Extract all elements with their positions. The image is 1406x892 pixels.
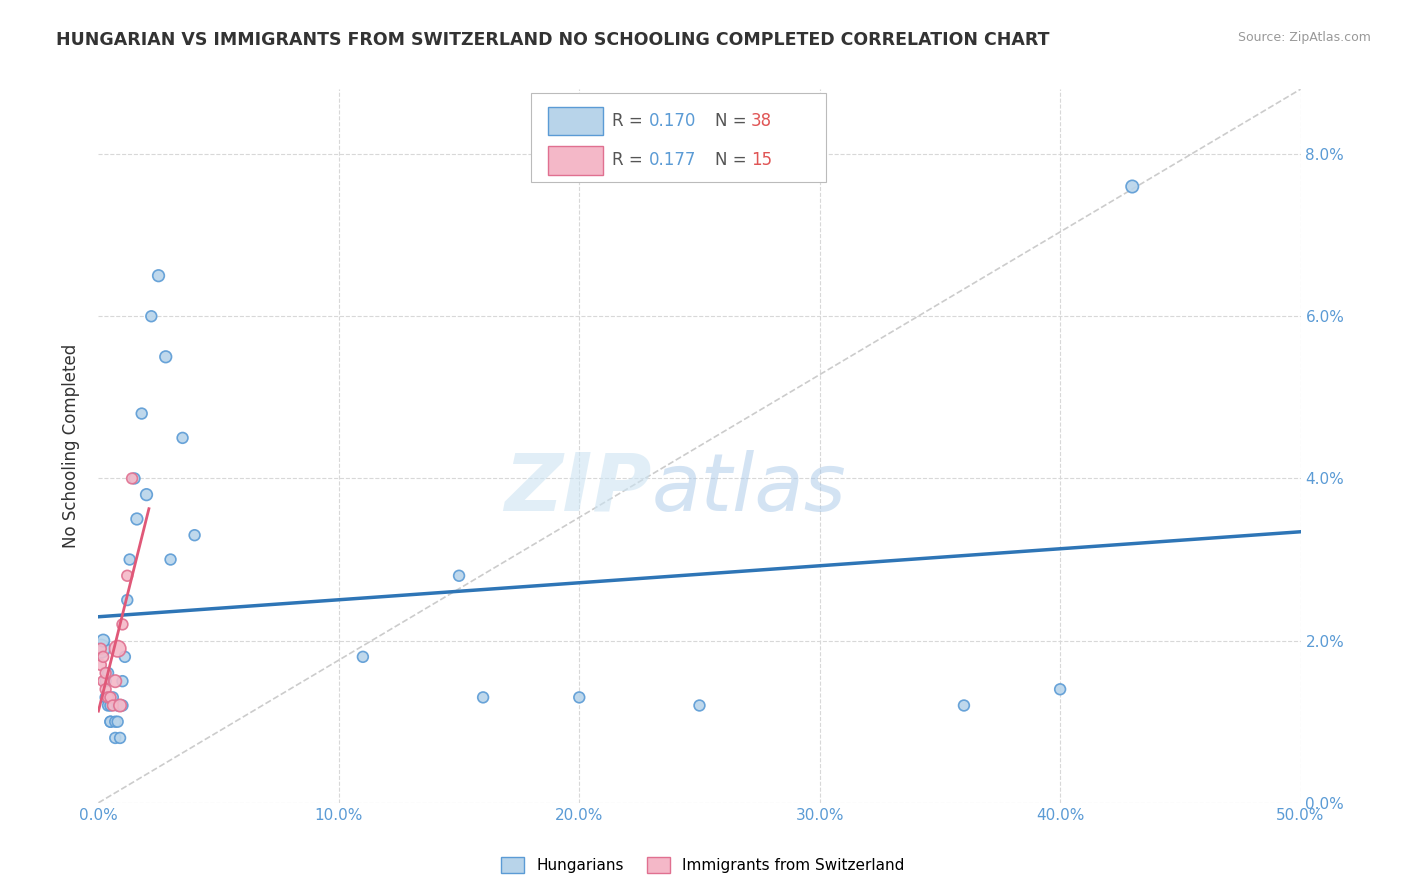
Text: 38: 38 [751,112,772,130]
Point [94,674,117,689]
Point [121,471,143,485]
Point [159,552,181,566]
Point [100,714,122,729]
Point [108,698,131,713]
Text: N =: N = [716,152,752,169]
Text: ZIP: ZIP [503,450,651,528]
Point [94,682,117,697]
Point [131,407,153,421]
Point [91,649,114,664]
Point [90,657,112,672]
Point [1049,682,1071,697]
Legend: Hungarians, Immigrants from Switzerland: Hungarians, Immigrants from Switzerland [495,851,911,879]
Point [953,698,976,713]
Point [91,633,114,648]
Text: 0.177: 0.177 [650,152,696,169]
Text: N =: N = [716,112,752,130]
Point [107,641,129,656]
FancyBboxPatch shape [548,106,603,136]
Point [689,698,711,713]
Point [352,649,374,664]
Point [172,431,194,445]
Point [155,350,177,364]
Point [125,512,148,526]
Text: R =: R = [612,152,648,169]
Point [101,690,124,705]
Point [111,698,134,713]
Point [472,690,495,705]
Point [104,674,127,689]
Point [91,674,114,689]
Text: 15: 15 [751,152,772,169]
Text: Source: ZipAtlas.com: Source: ZipAtlas.com [1237,31,1371,45]
Point [148,268,170,283]
Point [141,310,163,324]
Point [97,690,120,705]
Point [107,698,129,713]
Point [94,666,117,681]
Point [447,568,470,582]
Point [118,552,141,566]
Point [135,488,157,502]
Point [104,714,127,729]
Point [117,568,139,582]
Point [107,714,129,729]
Point [100,698,122,713]
Point [90,641,112,656]
Point [183,528,205,542]
FancyBboxPatch shape [531,93,825,182]
Point [114,649,136,664]
Point [100,714,122,729]
Text: 0.170: 0.170 [650,112,696,130]
Point [568,690,591,705]
Point [90,641,112,656]
Point [97,666,120,681]
Text: R =: R = [612,112,648,130]
Text: atlas: atlas [651,450,846,528]
Point [101,698,124,713]
Point [94,690,117,705]
Point [108,731,131,745]
Point [111,674,134,689]
Point [111,617,134,632]
Text: HUNGARIAN VS IMMIGRANTS FROM SWITZERLAND NO SCHOOLING COMPLETED CORRELATION CHAR: HUNGARIAN VS IMMIGRANTS FROM SWITZERLAND… [56,31,1050,49]
Point [97,698,120,713]
Point [124,471,146,485]
FancyBboxPatch shape [548,146,603,175]
Point [104,731,127,745]
Point [100,690,122,705]
Y-axis label: No Schooling Completed: No Schooling Completed [62,344,80,548]
Point [117,593,139,607]
Point [1121,179,1143,194]
